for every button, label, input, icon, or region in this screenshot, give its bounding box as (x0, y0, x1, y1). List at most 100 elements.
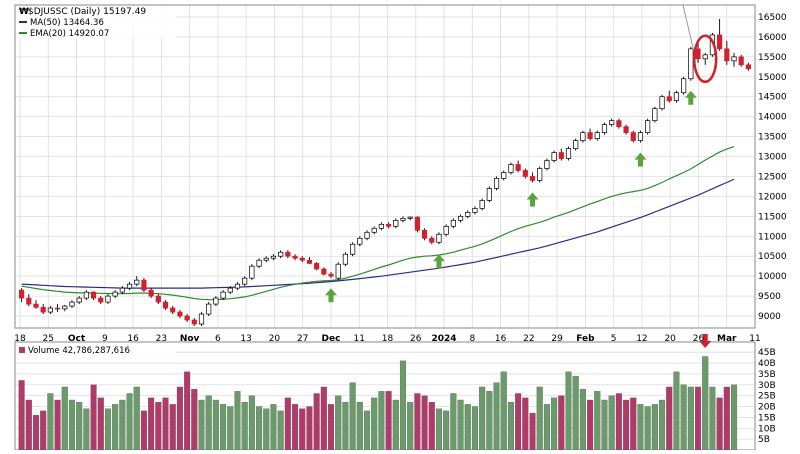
price-gridlines (15, 5, 756, 328)
volume-bar (623, 399, 630, 451)
date-tick-label: 20 (269, 334, 281, 344)
candle-body (386, 223, 392, 227)
date-tick-label: 23 (156, 334, 167, 344)
candle-body (134, 279, 140, 285)
candle-body (443, 225, 449, 235)
volume-bar (227, 406, 234, 451)
candle (745, 62, 751, 71)
candle-body (371, 227, 377, 233)
price-tick-label: 14000 (758, 113, 787, 123)
candle-body (26, 297, 32, 305)
symbol-legend: $DJUSSC (Daily) 15197.49 (28, 7, 146, 17)
volume-bar (615, 393, 622, 451)
candle-body (177, 311, 183, 317)
candle (472, 206, 478, 215)
volume-bar (507, 402, 514, 451)
candle-body (242, 277, 248, 285)
volume-bar (414, 393, 421, 451)
volume-bar (162, 397, 169, 451)
volume-bar (457, 399, 464, 451)
volume-bar (292, 404, 299, 451)
candle (148, 288, 154, 299)
candle-body (328, 273, 334, 277)
candle-body (688, 48, 694, 80)
volume-bar (551, 397, 558, 451)
candle-body (292, 255, 298, 259)
candle-body (717, 34, 723, 50)
candle-body (33, 303, 39, 308)
volume-bar (687, 386, 694, 451)
volume-tick-label: 30B (758, 381, 776, 391)
volume-tick-label: 20B (758, 403, 776, 413)
date-tick-label: 11 (749, 334, 760, 344)
candle-body (263, 257, 269, 261)
candle-body (191, 319, 197, 325)
volume-bar (356, 402, 363, 451)
volume-bar (392, 399, 399, 451)
candle-body (306, 259, 313, 264)
candle (407, 216, 413, 221)
candle (558, 148, 564, 161)
ema20-legend: EMA(20) 14920.07 (30, 29, 109, 39)
price-legend: ₩ $DJUSSC (Daily) 15197.49 MA(50) 13464.… (16, 6, 176, 39)
candle-body (321, 268, 327, 275)
volume-bar (61, 386, 68, 451)
volume-bar (407, 402, 414, 451)
price-tick-label: 12500 (758, 172, 787, 182)
candle (162, 300, 169, 311)
volume-bar (191, 388, 198, 451)
candle (141, 278, 147, 293)
candle-body (551, 152, 557, 161)
date-tick-label: Feb (576, 334, 595, 344)
ma50-line (21, 178, 735, 289)
candle-body (98, 297, 104, 303)
candle (587, 128, 593, 141)
candle-body (90, 291, 97, 299)
volume-bar (716, 397, 723, 451)
candle (731, 52, 737, 67)
date-tick-label: 8 (469, 334, 475, 344)
volume-bar (435, 408, 442, 451)
candle (630, 130, 636, 143)
candle (105, 294, 111, 305)
volume-bar (140, 410, 147, 451)
candle (198, 312, 205, 327)
volume-bar (565, 371, 572, 451)
volume-bar (378, 391, 385, 451)
price-axis: 16500 16000 15500 15000 14500 14000 13500 13000… (758, 13, 787, 322)
date-tick-label: 5 (611, 334, 617, 344)
candle-body (155, 295, 161, 303)
candle (249, 264, 255, 281)
candle-body (270, 255, 277, 259)
candle-body (515, 164, 521, 171)
candle-body (681, 78, 687, 94)
up-arrow-icon (526, 192, 539, 207)
date-tick-label: 27 (297, 334, 308, 344)
volume-bar (399, 360, 407, 451)
candle (278, 250, 284, 259)
volume-bar (536, 386, 543, 451)
candle (515, 160, 521, 173)
candle (170, 306, 176, 315)
candle-body (105, 295, 111, 303)
candlestick-series (19, 18, 751, 327)
volume-bar (608, 395, 615, 451)
candle-body (198, 313, 205, 325)
price-tick-label: 13500 (758, 133, 787, 143)
volume-bar (522, 397, 529, 451)
volume-bar (673, 371, 680, 451)
candle (436, 232, 442, 245)
candle (457, 214, 464, 223)
candle-body (616, 120, 622, 127)
volume-bar (104, 408, 111, 451)
date-axis: 18 25 Oct 9 16 23 Nov 6 13 20 27 Dec 11 18 26 2024 8 16 22… (14, 334, 760, 344)
candle-body (652, 108, 658, 121)
signal-arrows (325, 90, 712, 348)
candle-body (40, 306, 46, 313)
candle-body (400, 217, 406, 221)
candle-body (249, 265, 255, 279)
price-tick-label: 16500 (758, 13, 787, 23)
candle-body (357, 237, 363, 245)
candle-body (170, 307, 176, 313)
